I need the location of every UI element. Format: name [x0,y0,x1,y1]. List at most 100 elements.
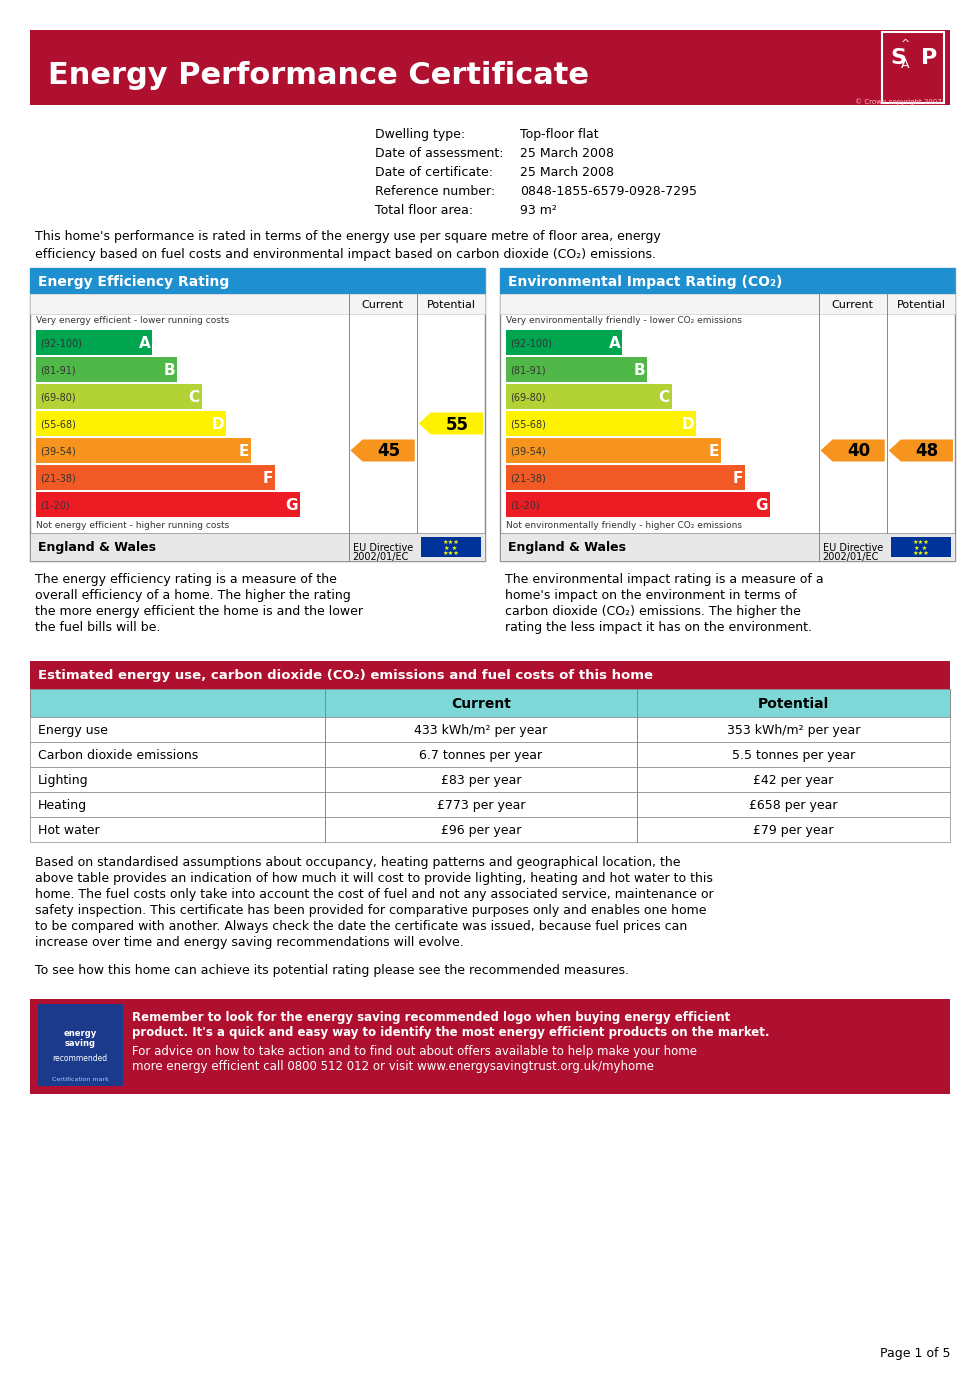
Text: 25 March 2008: 25 March 2008 [520,166,614,179]
Bar [506,438,720,463]
Text: Remember to look for the energy saving recommended logo when buying energy effic: Remember to look for the energy saving r… [132,1010,730,1024]
Bar [36,438,251,463]
Bar [506,412,696,437]
Text: 353 kWh/m² per year: 353 kWh/m² per year [727,723,860,737]
Text: (81-91): (81-91) [40,366,75,376]
Text: For advice on how to take action and to find out about offers available to help : For advice on how to take action and to … [132,1045,697,1058]
Text: Energy Efficiency Rating: Energy Efficiency Rating [38,274,229,290]
Bar [420,536,481,557]
Text: 2002/01/EC: 2002/01/EC [822,552,879,561]
Text: England & Wales: England & Wales [508,542,626,554]
Polygon shape [351,439,415,462]
Text: Current: Current [362,299,404,310]
Text: F: F [733,471,743,486]
Text: home's impact on the environment in terms of: home's impact on the environment in term… [505,589,797,602]
Text: Energy Performance Certificate: Energy Performance Certificate [48,61,589,90]
Bar [30,742,950,766]
Text: S: S [890,49,906,68]
Bar [36,492,300,517]
Bar [30,999,950,1094]
Bar [506,464,745,491]
Text: Not energy efficient - higher running costs: Not energy efficient - higher running co… [36,521,229,529]
Text: Hot water: Hot water [38,825,100,837]
Text: C: C [659,389,669,405]
Text: Potential: Potential [897,299,946,310]
Text: Certification mark: Certification mark [52,1077,109,1082]
Text: C: C [188,389,200,405]
Text: Lighting: Lighting [38,773,88,787]
Bar [500,294,955,315]
Text: 48: 48 [915,442,939,460]
Text: A: A [139,335,151,351]
Polygon shape [820,439,885,462]
Text: (92-100): (92-100) [40,338,82,348]
Text: to be compared with another. Always check the date the certificate was issued, b: to be compared with another. Always chec… [35,920,687,933]
Bar [30,294,485,315]
Bar [36,330,153,355]
Text: (81-91): (81-91) [510,366,546,376]
Text: carbon dioxide (CO₂) emissions. The higher the: carbon dioxide (CO₂) emissions. The high… [505,606,801,618]
Text: (55-68): (55-68) [510,420,546,430]
Text: D: D [212,417,224,432]
Text: safety inspection. This certificate has been provided for comparative purposes o: safety inspection. This certificate has … [35,904,707,918]
Bar [506,358,647,383]
Text: Based on standardised assumptions about occupancy, heating patterns and geograph: Based on standardised assumptions about … [35,857,680,869]
Bar [30,267,485,294]
Bar [506,384,671,409]
Text: Current: Current [832,299,873,310]
Text: £83 per year: £83 per year [441,773,521,787]
Text: (21-38): (21-38) [40,474,75,484]
Bar [30,791,950,816]
Text: product. It's a quick and easy way to identify the most energy efficient product: product. It's a quick and easy way to id… [132,1026,769,1040]
Text: Date of certificate:: Date of certificate: [375,166,493,179]
Text: £773 per year: £773 per year [437,798,525,812]
Text: 25 March 2008: 25 March 2008 [520,147,614,159]
Text: (39-54): (39-54) [510,446,546,456]
Text: Current: Current [451,697,511,711]
Text: 2002/01/EC: 2002/01/EC [353,552,409,561]
Text: F: F [263,471,273,486]
Text: Date of assessment:: Date of assessment: [375,147,504,159]
Text: E: E [238,444,249,459]
Text: above table provides an indication of how much it will cost to provide lighting,: above table provides an indication of ho… [35,872,712,886]
Text: £42 per year: £42 per year [754,773,834,787]
Bar [36,464,275,491]
Text: (1-20): (1-20) [40,500,70,510]
Text: (1-20): (1-20) [510,500,540,510]
Text: overall efficiency of a home. The higher the rating: overall efficiency of a home. The higher… [35,589,351,602]
Text: To see how this home can achieve its potential rating please see the recommended: To see how this home can achieve its pot… [35,965,629,977]
Text: Potential: Potential [426,299,475,310]
Text: the fuel bills will be.: the fuel bills will be. [35,621,161,633]
Text: Very environmentally friendly - lower CO₂ emissions: Very environmentally friendly - lower CO… [506,316,742,324]
Text: 6.7 tonnes per year: 6.7 tonnes per year [419,748,543,762]
Text: 40: 40 [847,442,870,460]
Text: ^: ^ [901,39,909,49]
Text: 5.5 tonnes per year: 5.5 tonnes per year [732,748,856,762]
Text: £96 per year: £96 per year [441,825,521,837]
Text: Total floor area:: Total floor area: [375,204,473,218]
Text: ★★★
★ ★
★★★: ★★★ ★ ★ ★★★ [442,539,460,556]
Text: EU Directive: EU Directive [353,543,413,553]
Text: D: D [681,417,694,432]
Text: £79 per year: £79 per year [754,825,834,837]
Text: This home's performance is rated in terms of the energy use per square metre of : This home's performance is rated in term… [35,230,661,243]
Text: Very energy efficient - lower running costs: Very energy efficient - lower running co… [36,316,229,324]
Text: more energy efficient call 0800 512 012 or visit www.energysavingtrust.org.uk/my: more energy efficient call 0800 512 012 … [132,1060,654,1073]
Text: (69-80): (69-80) [510,392,546,402]
Text: Potential: Potential [758,697,829,711]
Text: 45: 45 [377,442,400,460]
Text: the more energy efficient the home is and the lower: the more energy efficient the home is an… [35,606,363,618]
Bar [36,358,177,383]
Text: 433 kWh/m² per year: 433 kWh/m² per year [415,723,548,737]
Text: ★★★
★ ★
★★★: ★★★ ★ ★ ★★★ [912,539,929,556]
Text: (92-100): (92-100) [510,338,552,348]
Text: A: A [609,335,620,351]
Text: 0848-1855-6579-0928-7295: 0848-1855-6579-0928-7295 [520,184,697,198]
Text: (69-80): (69-80) [40,392,75,402]
Text: G: G [285,498,298,513]
Bar [500,267,955,294]
Text: B: B [164,363,175,378]
Bar [30,816,950,843]
Text: Top-floor flat: Top-floor flat [520,128,599,141]
Bar [500,267,955,561]
